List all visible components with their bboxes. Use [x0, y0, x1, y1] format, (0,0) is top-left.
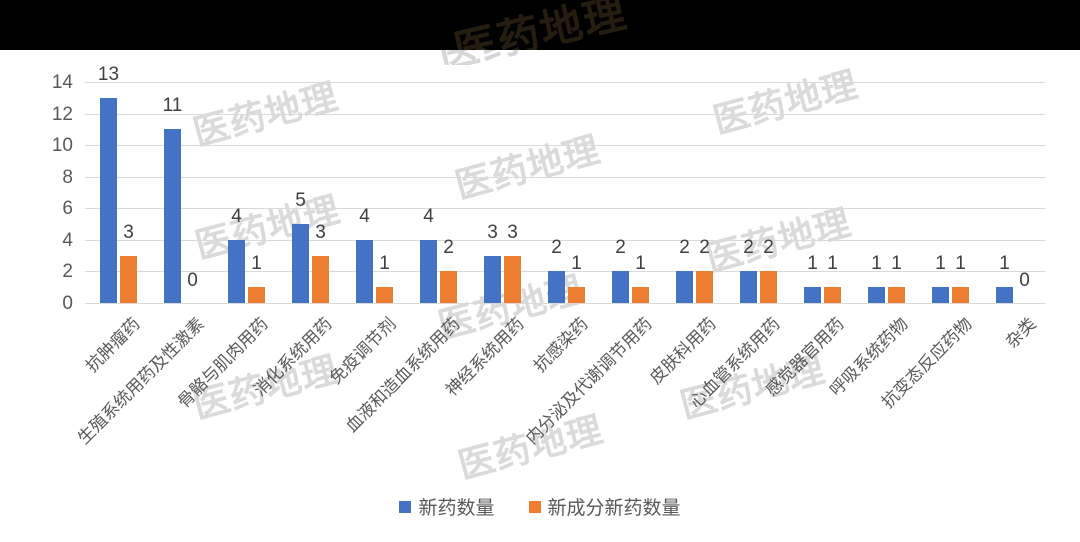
bar-new-ingredient-drugs — [696, 271, 713, 303]
value-label: 2 — [743, 237, 754, 259]
legend-item: 新药数量 — [399, 493, 495, 520]
value-label: 5 — [295, 190, 306, 212]
gridline — [85, 271, 1045, 273]
value-label: 4 — [359, 205, 370, 227]
brand-watermark-icon: 医药地理 — [708, 63, 863, 142]
legend-item: 新成分新药数量 — [528, 493, 681, 520]
bar-new-drugs — [164, 129, 181, 303]
value-label: 1 — [891, 253, 902, 275]
brand-watermark-sliver-icon: 医药地理 — [432, 50, 572, 65]
value-label: 2 — [551, 237, 562, 259]
value-label: 3 — [315, 221, 326, 243]
bar-new-ingredient-drugs — [952, 287, 969, 303]
brand-watermark-icon: 医药地理 — [453, 408, 608, 487]
bar-new-drugs — [804, 287, 821, 303]
bar-new-drugs — [996, 287, 1013, 303]
value-label: 1 — [571, 253, 582, 275]
legend-swatch-icon — [399, 500, 412, 513]
y-axis-tick-label: 6 — [62, 198, 73, 220]
value-label: 2 — [763, 237, 774, 259]
bar-new-drugs — [100, 97, 117, 303]
gridline — [85, 82, 1045, 83]
y-axis-tick-label: 0 — [62, 293, 73, 314]
y-axis-tick-label: 2 — [62, 261, 73, 283]
value-label: 3 — [123, 221, 134, 243]
value-label: 2 — [679, 237, 690, 259]
bar-new-drugs — [484, 255, 501, 303]
bar-new-drugs — [740, 271, 757, 303]
bar-new-drugs — [548, 271, 565, 303]
category-label: 杂类 — [1002, 314, 1040, 352]
bar-new-drugs — [676, 271, 693, 303]
category-label: 抗感染药 — [530, 314, 592, 376]
chart-legend: 新药数量 新成分新药数量 — [0, 493, 1080, 520]
y-axis-tick-label: 14 — [51, 72, 73, 93]
value-label: 4 — [231, 205, 242, 227]
value-label: 4 — [423, 205, 434, 227]
legend-label: 新成分新药数量 — [547, 498, 681, 519]
bar-new-drugs — [868, 287, 885, 303]
category-label: 血液和造血系统用药 — [342, 314, 464, 436]
bar-new-ingredient-drugs — [824, 287, 841, 303]
bar-new-ingredient-drugs — [568, 287, 585, 303]
value-label: 1 — [379, 253, 390, 275]
legend-label: 新药数量 — [418, 498, 495, 519]
value-label: 2 — [615, 237, 626, 259]
bar-new-drugs — [356, 239, 373, 303]
brand-watermark-icon: 医药地理 — [188, 75, 343, 154]
bar-new-drugs — [292, 224, 309, 303]
bar-new-ingredient-drugs — [312, 255, 329, 303]
bar-new-ingredient-drugs — [760, 271, 777, 303]
value-label: 1 — [871, 253, 882, 275]
y-axis-tick-label: 8 — [62, 166, 73, 188]
bar-new-ingredient-drugs — [888, 287, 905, 303]
header-banner: 医药地理 — [0, 0, 1080, 50]
bar-new-ingredient-drugs — [504, 255, 521, 303]
value-label: 1 — [955, 253, 966, 275]
gridline — [85, 145, 1045, 147]
bar-new-ingredient-drugs — [248, 287, 265, 303]
gridline — [85, 113, 1045, 115]
value-label: 1 — [807, 253, 818, 275]
value-label: 1 — [999, 253, 1010, 275]
bar-new-ingredient-drugs — [440, 271, 457, 303]
bar-new-drugs — [420, 239, 437, 303]
value-label: 0 — [187, 270, 198, 291]
value-label: 1 — [251, 253, 262, 275]
value-label: 1 — [635, 253, 646, 275]
value-label: 2 — [443, 237, 454, 259]
legend-swatch-icon — [528, 500, 541, 513]
value-label: 11 — [162, 95, 183, 117]
bar-new-drugs — [228, 239, 245, 303]
y-axis-tick-label: 12 — [51, 103, 73, 125]
bar-new-drugs — [612, 271, 629, 303]
value-label: 13 — [97, 63, 120, 85]
value-label: 3 — [487, 221, 498, 243]
gridline — [85, 208, 1045, 210]
category-label: 抗肿瘤药 — [82, 314, 144, 376]
value-label: 1 — [827, 253, 838, 275]
gridline — [85, 303, 1045, 304]
bar-new-ingredient-drugs — [120, 255, 137, 303]
brand-watermark-dark-icon: 医药地理 — [449, 0, 632, 50]
y-axis-tick-label: 4 — [62, 229, 73, 251]
value-label: 2 — [699, 237, 710, 259]
bar-new-drugs — [932, 287, 949, 303]
gridline — [85, 239, 1045, 241]
value-label: 0 — [1019, 270, 1030, 291]
value-label: 3 — [507, 221, 518, 243]
y-axis-tick-label: 10 — [51, 135, 73, 157]
bar-new-ingredient-drugs — [376, 287, 393, 303]
gridline — [85, 176, 1045, 178]
value-label: 1 — [935, 253, 946, 275]
brand-watermark-icon: 医药地理 — [450, 128, 605, 207]
bar-new-ingredient-drugs — [632, 287, 649, 303]
